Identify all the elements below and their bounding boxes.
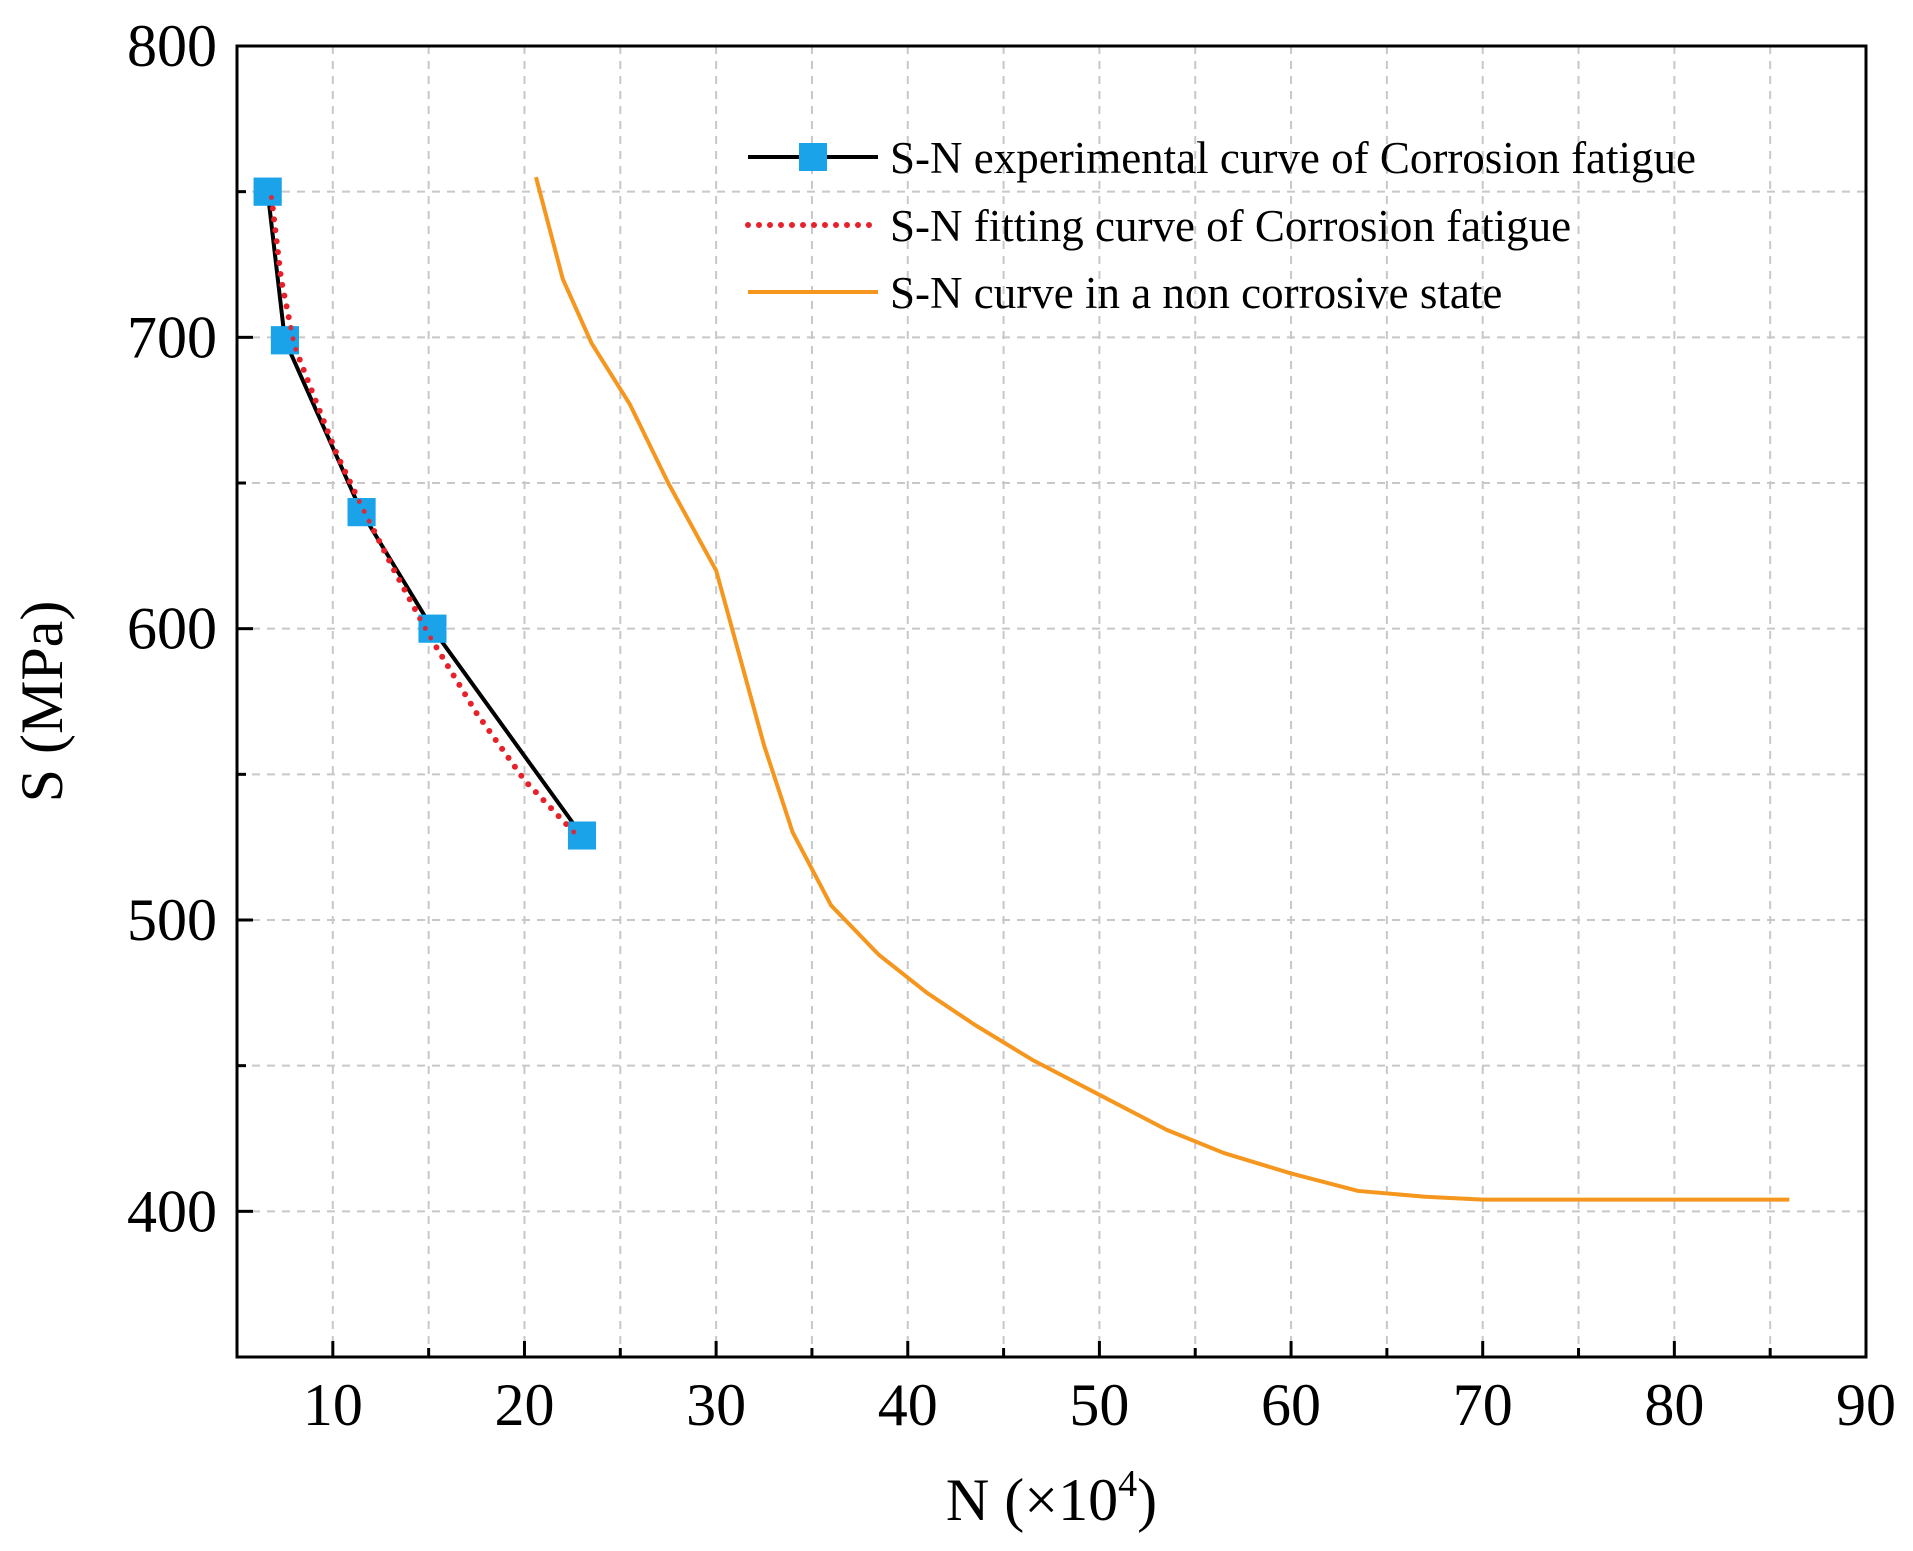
x-tick-label: 40	[878, 1372, 938, 1438]
series-line-fit-overlay	[268, 194, 577, 836]
legend-marker	[799, 143, 827, 171]
series-line-s-n-experimental-curve-of-corrosion-fatigue	[265, 191, 584, 837]
plot-frame	[235, 44, 1868, 1359]
series-line-s-n-fitting-curve-of-corrosion-fatigue	[268, 194, 578, 836]
legend-item-s-n-fitting-curve-of-corrosion-fatigue: S-N fitting curve of Corrosion fatigue	[745, 201, 1571, 251]
y-tick-label: 800	[127, 13, 217, 79]
x-tick-label: 30	[686, 1372, 746, 1438]
data-point-marker-top	[567, 821, 596, 850]
x-axis-title-close: )	[1137, 1467, 1157, 1533]
x-tick-label: 50	[1069, 1372, 1129, 1438]
series-layer	[253, 176, 1790, 1202]
x-tick-label: 80	[1644, 1372, 1704, 1438]
y-tick-label: 400	[127, 1178, 217, 1244]
y-axis-title: S (MPa)	[9, 601, 75, 803]
legend: S-N experimental curve of Corrosion fati…	[745, 133, 1696, 318]
axes: 10 20 30 40 50 60 70 80 90 400 500 600 700 800	[127, 13, 1896, 1438]
x-tick-label: 10	[303, 1372, 363, 1438]
y-tick-label: 700	[127, 304, 217, 370]
legend-label: S-N experimental curve of Corrosion fati…	[890, 133, 1696, 183]
grid	[237, 46, 1866, 1357]
x-axis-title: N (×104)	[946, 1463, 1157, 1533]
x-tick-label: 20	[494, 1372, 554, 1438]
y-tick-label: 500	[127, 887, 217, 953]
legend-label: S-N curve in a non corrosive state	[890, 268, 1502, 318]
x-tick-label: 90	[1836, 1372, 1896, 1438]
legend-item-s-n-experimental-curve-of-corrosion-fatigue: S-N experimental curve of Corrosion fati…	[748, 133, 1696, 183]
legend-label: S-N fitting curve of Corrosion fatigue	[890, 201, 1571, 251]
legend-item-s-n-curve-in-a-non-corrosive-state: S-N curve in a non corrosive state	[748, 268, 1502, 318]
x-tick-label: 70	[1453, 1372, 1513, 1438]
x-axis-title-main: N (×10	[946, 1467, 1118, 1533]
y-tick-label: 600	[127, 596, 217, 662]
data-point-marker-top	[253, 177, 282, 206]
x-tick-label: 60	[1261, 1372, 1321, 1438]
series-line-s-n-curve-in-a-non-corrosive-state	[534, 176, 1790, 1202]
x-axis-title-superscript: 4	[1118, 1463, 1137, 1505]
